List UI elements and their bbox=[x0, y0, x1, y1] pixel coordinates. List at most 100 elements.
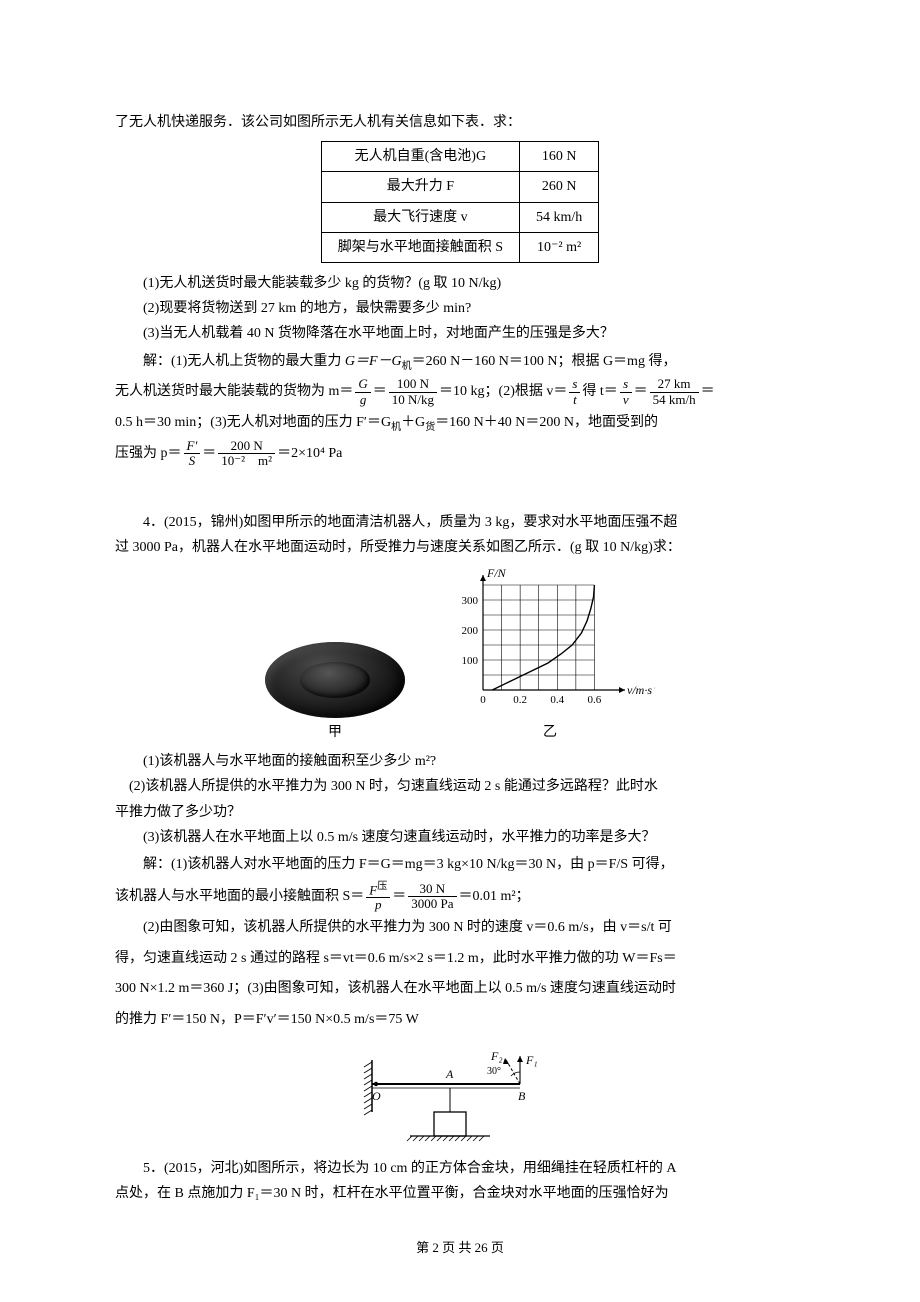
svg-text:30°: 30° bbox=[487, 1066, 501, 1077]
sol4-line6: 的推力 F′＝150 N，P＝F′v′＝150 N×0.5 m/s＝75 W bbox=[115, 1005, 805, 1036]
robot-icon bbox=[265, 642, 405, 718]
q5-stem2: 点处，在 B 点施加力 F₁＝30 N 时，杠杆在水平位置平衡，合金块对水平地面… bbox=[115, 1181, 805, 1206]
q4-stem2: 过 3000 Pa，机器人在水平地面运动时，所受推力与速度关系如图乙所示．(g … bbox=[115, 535, 805, 560]
text: ＋G bbox=[401, 415, 425, 430]
sol3-line2: 无人机送货时最大能装载的货物为 m＝Gg＝100 N10 N/kg＝10 kg；… bbox=[115, 377, 805, 408]
numerator: F′ bbox=[184, 439, 201, 454]
denominator: g bbox=[355, 393, 370, 407]
text: ＝ bbox=[701, 384, 715, 399]
svg-text:F₂: F₂ bbox=[490, 1049, 503, 1063]
q3-sub3: (3)当无人机载着 40 N 货物降落在水平地面上时，对地面产生的压强是多大？ bbox=[115, 321, 805, 346]
caption-a: 甲 bbox=[265, 720, 405, 745]
numerator: F压 bbox=[366, 881, 390, 899]
svg-text:0.4: 0.4 bbox=[550, 694, 564, 706]
denominator: 10⁻² m² bbox=[218, 454, 275, 468]
spec-value: 160 N bbox=[520, 142, 599, 172]
formula: G＝F－G bbox=[345, 354, 402, 369]
text: 解：(1)无人机上货物的最大重力 bbox=[143, 354, 345, 369]
q4-sub1: (1)该机器人与水平地面的接触面积至少多少 m²? bbox=[115, 749, 805, 774]
svg-text:100: 100 bbox=[462, 655, 479, 667]
numerator: 27 km bbox=[650, 377, 699, 392]
svg-text:300: 300 bbox=[462, 595, 479, 607]
figure-a: 甲 bbox=[265, 642, 405, 745]
fraction: 30 N3000 Pa bbox=[408, 882, 456, 912]
text: 得 t＝ bbox=[582, 384, 617, 399]
figure-row: 甲 100 200 300 0 0.2 0.4 0.6 F/N v/m·s⁻¹ 乙 bbox=[115, 568, 805, 745]
spec-label: 最大飞行速度 v bbox=[321, 202, 519, 232]
svg-text:B: B bbox=[518, 1089, 526, 1103]
text: ＝ bbox=[392, 889, 406, 904]
text: ＝260 N－160 N＝100 N；根据 G＝mg 得， bbox=[412, 354, 677, 369]
q4-stem1: 4．(2015，锦州)如图甲所示的地面清洁机器人，质量为 3 kg，要求对水平地… bbox=[115, 510, 805, 535]
spec-label: 最大升力 F bbox=[321, 172, 519, 202]
table-row: 最大飞行速度 v 54 km/h bbox=[321, 202, 599, 232]
fraction: 200 N10⁻² m² bbox=[218, 439, 275, 469]
fraction: 100 N10 N/kg bbox=[389, 377, 437, 407]
lever-figure-wrap: OABF₁F₂30° bbox=[115, 1042, 805, 1152]
svg-text:v/m·s⁻¹: v/m·s⁻¹ bbox=[627, 683, 655, 697]
subscript: 机 bbox=[391, 422, 401, 433]
denominator: 3000 Pa bbox=[408, 897, 456, 911]
svg-text:A: A bbox=[445, 1067, 454, 1081]
svg-text:F/N: F/N bbox=[486, 568, 507, 580]
numerator: 30 N bbox=[408, 882, 456, 897]
svg-text:0: 0 bbox=[480, 694, 486, 706]
subscript: 机 bbox=[402, 360, 412, 371]
numerator: 200 N bbox=[218, 439, 275, 454]
denominator: v bbox=[620, 393, 632, 407]
text: ＝2×10⁴ Pa bbox=[277, 446, 342, 461]
sol4-line2: 该机器人与水平地面的最小接触面积 S＝F压p＝30 N3000 Pa＝0.01 … bbox=[115, 881, 805, 913]
fraction: sv bbox=[620, 377, 632, 407]
fraction: st bbox=[569, 377, 580, 407]
fraction: Gg bbox=[355, 377, 370, 407]
sol4-line5: 300 N×1.2 m＝360 J；(3)由图象可知，该机器人在水平地面上以 0… bbox=[115, 974, 805, 1005]
sol4-line4: 得，匀速直线运动 2 s 通过的路程 s＝vt＝0.6 m/s×2 s＝1.2 … bbox=[115, 944, 805, 975]
text: ＝ bbox=[202, 446, 216, 461]
spec-value: 54 km/h bbox=[520, 202, 599, 232]
text: ＝ bbox=[373, 384, 387, 399]
text: ＝160 N＋40 N＝200 N，地面受到的 bbox=[435, 415, 658, 430]
force-velocity-chart: 100 200 300 0 0.2 0.4 0.6 F/N v/m·s⁻¹ bbox=[445, 568, 655, 718]
svg-text:200: 200 bbox=[462, 625, 479, 637]
caption-b: 乙 bbox=[445, 720, 655, 745]
q5-stem1: 5．(2015，河北)如图所示，将边长为 10 cm 的正方体合金块，用细绳挂在… bbox=[115, 1156, 805, 1181]
superscript: 压 bbox=[377, 881, 387, 892]
text: ＝10 kg；(2)根据 v＝ bbox=[439, 384, 567, 399]
numerator: G bbox=[355, 377, 370, 392]
sol4-line1: 解：(1)该机器人对水平地面的压力 F＝G＝mg＝3 kg×10 N/kg＝30… bbox=[115, 850, 805, 881]
text: 压强为 p＝ bbox=[115, 446, 182, 461]
spec-value: 260 N bbox=[520, 172, 599, 202]
text: 0.5 h＝30 min；(3)无人机对地面的压力 F′＝G bbox=[115, 415, 391, 430]
spec-label: 无人机自重(含电池)G bbox=[321, 142, 519, 172]
text: 无人机送货时最大能装载的货物为 m＝ bbox=[115, 384, 353, 399]
denominator: t bbox=[569, 393, 580, 407]
denominator: S bbox=[184, 454, 201, 468]
q4-sub2a: (2)该机器人所提供的水平推力为 300 N 时，匀速直线运动 2 s 能通过多… bbox=[115, 774, 805, 799]
numerator: 100 N bbox=[389, 377, 437, 392]
svg-text:0.2: 0.2 bbox=[513, 694, 527, 706]
lever-diagram: OABF₁F₂30° bbox=[350, 1042, 570, 1152]
svg-text:F₁: F₁ bbox=[525, 1053, 538, 1067]
svg-text:0.6: 0.6 bbox=[588, 694, 602, 706]
subscript: 货 bbox=[425, 422, 435, 433]
table-row: 最大升力 F 260 N bbox=[321, 172, 599, 202]
table-row: 脚架与水平地面接触面积 S 10⁻² m² bbox=[321, 232, 599, 262]
text: ＝0.01 m²； bbox=[459, 889, 530, 904]
q4-sub3: (3)该机器人在水平地面上以 0.5 m/s 速度匀速直线运动时，水平推力的功率… bbox=[115, 825, 805, 850]
text: ＝ bbox=[634, 384, 648, 399]
q4-sub2b: 平推力做了多少功？ bbox=[115, 800, 805, 825]
text: 该机器人与水平地面的最小接触面积 S＝ bbox=[115, 889, 364, 904]
q3-sub2: (2)现要将货物送到 27 km 的地方，最快需要多少 min? bbox=[115, 296, 805, 321]
page-footer: 第 2 页 共 26 页 bbox=[115, 1236, 805, 1259]
numerator: s bbox=[569, 377, 580, 392]
sol3-line1: 解：(1)无人机上货物的最大重力 G＝F－G机＝260 N－160 N＝100 … bbox=[115, 347, 805, 378]
denominator: 54 km/h bbox=[650, 393, 699, 407]
spec-table: 无人机自重(含电池)G 160 N 最大升力 F 260 N 最大飞行速度 v … bbox=[321, 141, 600, 263]
figure-b: 100 200 300 0 0.2 0.4 0.6 F/N v/m·s⁻¹ 乙 bbox=[445, 568, 655, 745]
denominator: 10 N/kg bbox=[389, 393, 437, 407]
fraction: 27 km54 km/h bbox=[650, 377, 699, 407]
numerator: s bbox=[620, 377, 632, 392]
q3-sub1: (1)无人机送货时最大能装载多少 kg 的货物？(g 取 10 N/kg) bbox=[115, 271, 805, 296]
sol3-line4: 压强为 p＝F′S＝200 N10⁻² m²＝2×10⁴ Pa bbox=[115, 439, 805, 470]
sol4-line3: (2)由图象可知，该机器人所提供的水平推力为 300 N 时的速度 v＝0.6 … bbox=[115, 913, 805, 944]
